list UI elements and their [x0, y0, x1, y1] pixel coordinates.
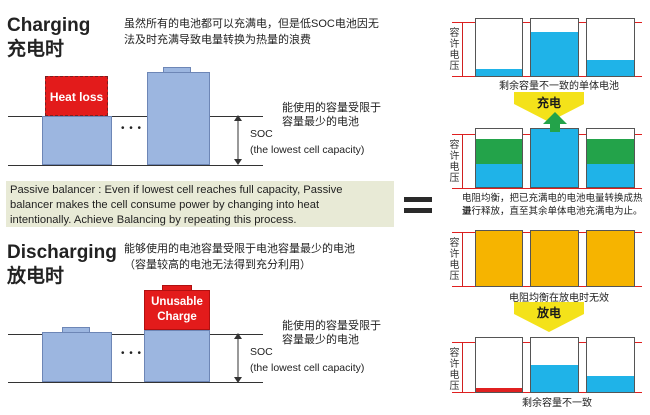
p2-vline	[462, 134, 463, 189]
p2-cell-1	[475, 128, 523, 188]
passive-balancer-note: Passive balancer : Even if lowest cell r…	[6, 181, 394, 227]
passive-line-2: balancer makes the cell consume power by…	[10, 199, 320, 211]
discharge-base-line	[8, 382, 263, 383]
p2-bottom-redline	[452, 188, 642, 189]
p2-cell-2	[530, 128, 579, 188]
discharge-label: 放电	[536, 306, 561, 320]
charge-arrow-icon	[514, 92, 584, 122]
p4-cell-2	[530, 337, 579, 393]
soc-label: SOC	[250, 128, 273, 140]
capacity-limited-3: 能使用的容量受限于	[282, 320, 381, 332]
charging-desc-1: 虽然所有的电池都可以充满电，但是低SOC电池因无	[124, 18, 379, 30]
p2-caption-1: 电阻均衡，把已充满电的电池电量转换成热量	[462, 193, 643, 217]
p4-cell-1	[475, 337, 523, 393]
soc-sub: (the lowest cell capacity)	[250, 144, 365, 156]
charging-title-cn: 充电时	[7, 39, 65, 60]
battery-high-discharge	[144, 330, 210, 382]
ellipsis-2: • • •	[121, 348, 143, 359]
p3-caption: 电阻均衡在放电时无效	[509, 293, 609, 304]
discharging-desc-1: 能够使用的电池容量受限于电池容量最少的电池	[124, 243, 355, 255]
p2-cell-3	[586, 128, 635, 188]
capacity-limited-1: 能使用的容量受限于	[282, 102, 381, 114]
discharging-title-en: Discharging	[7, 242, 117, 263]
discharge-arrow-icon	[514, 302, 584, 332]
p4-vline	[462, 342, 463, 393]
unusable-line-2: Charge	[157, 311, 197, 323]
base-line	[8, 165, 263, 166]
unusable-line-1: Unusable	[151, 296, 203, 308]
discharge-top-line	[8, 334, 263, 335]
passive-line-1: Passive balancer : Even if lowest cell r…	[10, 184, 343, 196]
soc-bracket	[234, 115, 242, 165]
p4-caption: 剩余容量不一致	[522, 398, 592, 409]
charging-desc-2: 法及时充满导致电量转换为热量的浪费	[124, 34, 311, 46]
cell-base-charge	[476, 163, 522, 187]
p1-voltage-label: 容许电压	[449, 28, 460, 72]
p3-cell-2	[530, 230, 579, 287]
cell-base-charge	[587, 163, 634, 187]
equals-sign-top	[404, 197, 432, 202]
heat-loss-box: Heat loss	[45, 76, 108, 116]
soc-bracket-2	[234, 333, 242, 383]
charging-title-en: Charging	[7, 15, 91, 36]
p1-caption: 剩余容量不一致的单体电池	[499, 81, 619, 92]
capacity-limited-4: 容量最少的电池	[282, 334, 359, 346]
heat-up-arrow-icon	[543, 112, 567, 132]
capacity-limited-2: 容量最少的电池	[282, 116, 359, 128]
p4-cell-3	[586, 337, 635, 393]
p1-vline	[462, 22, 463, 77]
passive-line-3: intentionally. Achieve Balancing by repe…	[10, 214, 297, 226]
discharging-title-cn: 放电时	[7, 266, 65, 287]
p3-cell-1	[475, 230, 523, 287]
p1-cell-3	[586, 18, 635, 77]
ellipsis: • • •	[121, 123, 143, 134]
p2-caption-2: 进行释放，直至其余单体电池充满电为止。	[462, 206, 643, 217]
p3-voltage-label: 容许电压	[449, 238, 460, 282]
p1-cell-2	[530, 18, 579, 77]
p4-voltage-label: 容许电压	[449, 348, 460, 392]
p2-voltage-label: 容许电压	[449, 140, 460, 184]
p3-cell-3	[586, 230, 635, 287]
soc-label-2: SOC	[250, 346, 273, 358]
battery-high	[147, 72, 210, 165]
unusable-charge-box: Unusable Charge	[144, 290, 210, 330]
full-capacity-line	[8, 116, 263, 117]
battery-low-discharge	[42, 332, 112, 382]
discharging-desc-2: （容量较高的电池无法得到充分利用）	[124, 259, 311, 271]
p3-vline	[462, 232, 463, 287]
equals-sign-bottom	[404, 208, 432, 213]
soc-sub-2: (the lowest cell capacity)	[250, 362, 365, 374]
battery-low	[42, 116, 112, 165]
p1-cell-1	[475, 18, 523, 77]
charge-label: 充电	[536, 96, 561, 110]
